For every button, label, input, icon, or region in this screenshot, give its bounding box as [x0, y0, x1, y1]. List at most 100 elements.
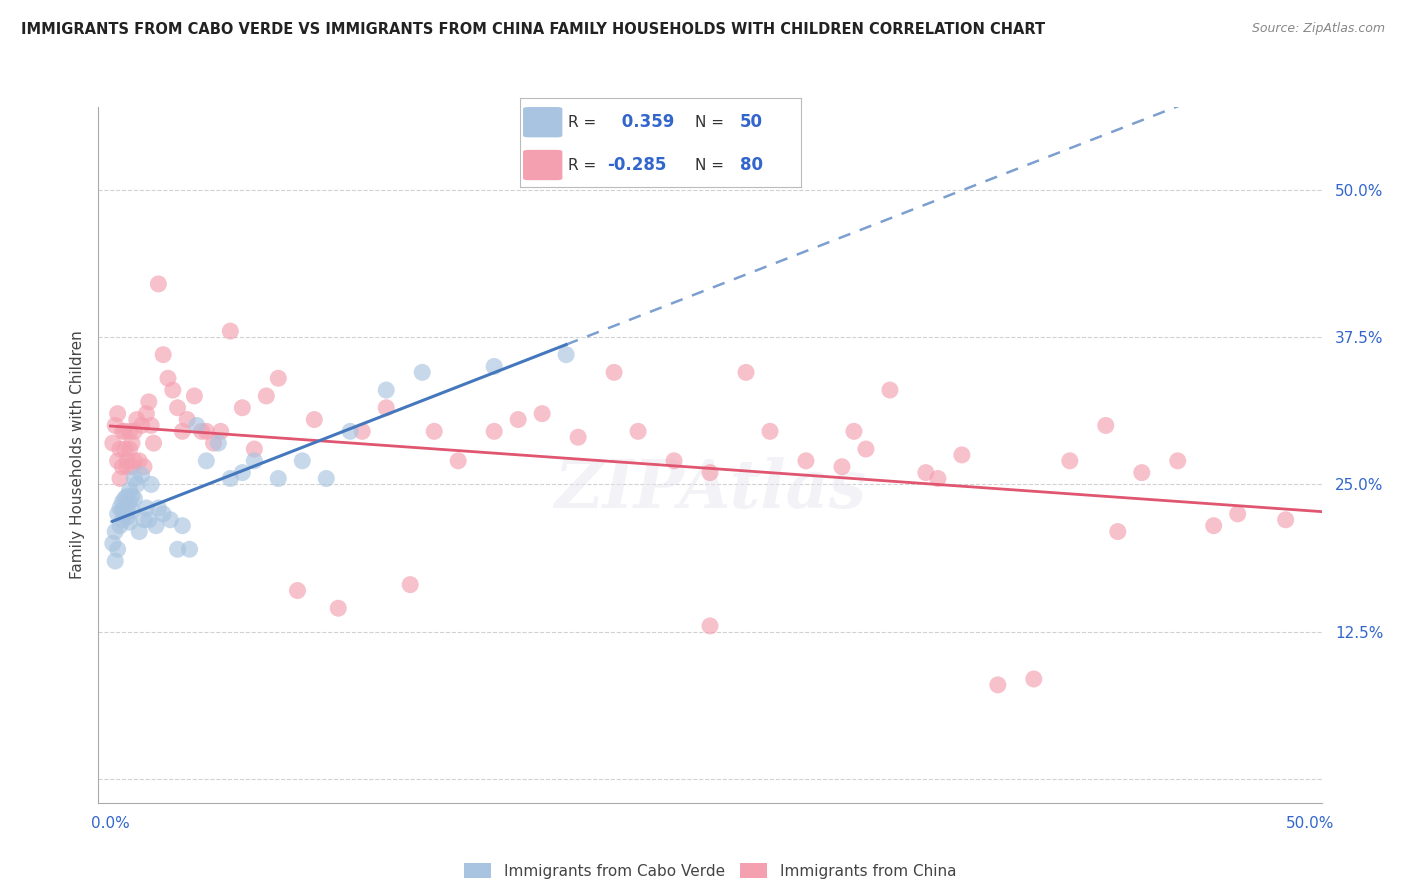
Point [131, 418, 153, 433]
Point [152, 507, 174, 521]
Point [699, 466, 721, 480]
Point [662, 454, 685, 468]
Point [104, 554, 127, 568]
Point [128, 524, 150, 539]
Point [114, 507, 136, 521]
FancyBboxPatch shape [523, 107, 562, 137]
Point [231, 401, 253, 415]
Point [114, 442, 136, 456]
Point [176, 412, 198, 426]
Point [108, 471, 131, 485]
Point [124, 425, 146, 439]
Point [124, 471, 146, 485]
Point [447, 454, 470, 468]
Point [124, 491, 146, 506]
Point [121, 436, 143, 450]
Point [115, 489, 138, 503]
Point [111, 513, 134, 527]
Point [195, 454, 218, 468]
Point [148, 500, 170, 515]
Point [243, 454, 266, 468]
Point [115, 454, 138, 468]
Point [131, 467, 153, 482]
Point [291, 454, 314, 468]
Point [190, 425, 212, 439]
Point [1167, 454, 1189, 468]
Point [1130, 466, 1153, 480]
Point [287, 583, 309, 598]
Point [567, 430, 589, 444]
Point [107, 454, 129, 468]
Point [132, 513, 155, 527]
Point [166, 401, 188, 415]
Point [531, 407, 554, 421]
Point [1059, 454, 1081, 468]
Point [879, 383, 901, 397]
Point [118, 425, 141, 439]
Point [267, 471, 290, 485]
Point [101, 436, 124, 450]
Point [107, 542, 129, 557]
Point [855, 442, 877, 456]
Point [111, 425, 134, 439]
Point [121, 489, 143, 503]
Point [1094, 418, 1116, 433]
Point [399, 577, 422, 591]
Point [111, 495, 134, 509]
Point [135, 500, 157, 515]
Point [132, 459, 155, 474]
Point [195, 425, 218, 439]
Point [124, 454, 146, 468]
Point [1107, 524, 1129, 539]
Point [1274, 513, 1296, 527]
Point [555, 348, 578, 362]
Point [125, 412, 148, 426]
Point [138, 395, 160, 409]
Point [375, 383, 398, 397]
Point [202, 436, 225, 450]
Point [115, 503, 138, 517]
Point [108, 500, 131, 515]
Point [411, 365, 433, 379]
Point [209, 425, 232, 439]
Text: R =: R = [568, 115, 602, 129]
Point [142, 436, 165, 450]
Point [1202, 518, 1225, 533]
Point [304, 412, 326, 426]
Point [159, 513, 181, 527]
Point [152, 348, 174, 362]
Point [111, 459, 134, 474]
Point [842, 425, 865, 439]
Point [135, 407, 157, 421]
Point [114, 425, 136, 439]
Point [138, 513, 160, 527]
Point [118, 483, 141, 498]
Point [128, 454, 150, 468]
Point [315, 471, 337, 485]
Point [148, 277, 170, 291]
Point [179, 542, 201, 557]
Text: Source: ZipAtlas.com: Source: ZipAtlas.com [1251, 22, 1385, 36]
Point [104, 418, 127, 433]
Point [125, 477, 148, 491]
Point [219, 471, 242, 485]
Point [423, 425, 446, 439]
Point [107, 407, 129, 421]
Point [186, 418, 208, 433]
Point [375, 401, 398, 415]
Point [339, 425, 361, 439]
Point [254, 389, 277, 403]
Point [482, 359, 505, 374]
Point [115, 510, 138, 524]
Point [114, 491, 136, 506]
Point [145, 518, 167, 533]
Point [111, 503, 134, 517]
Text: N =: N = [695, 158, 728, 172]
Point [759, 425, 782, 439]
Point [118, 515, 141, 529]
Point [603, 365, 626, 379]
Point [108, 442, 131, 456]
Point [104, 524, 127, 539]
Point [927, 471, 949, 485]
Point [107, 507, 129, 521]
